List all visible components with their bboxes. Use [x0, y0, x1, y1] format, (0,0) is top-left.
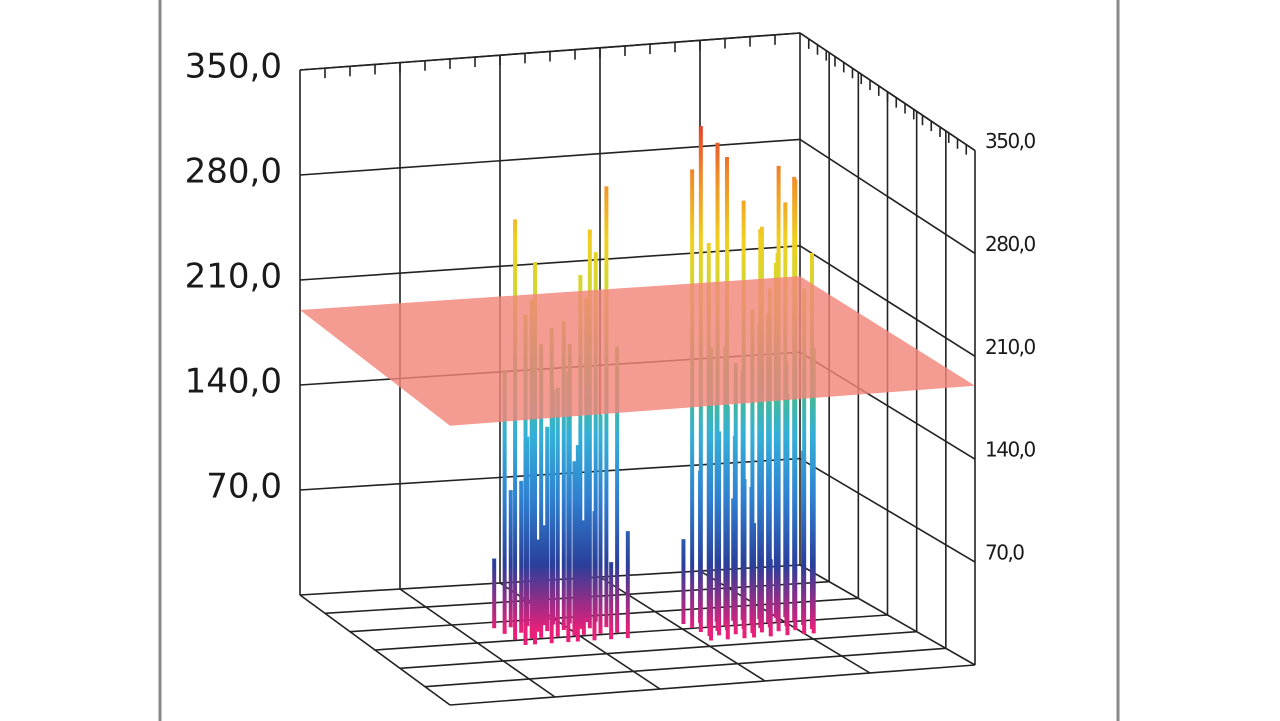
floor-line [449, 664, 976, 706]
grid-line [799, 457, 976, 563]
floor-line [399, 630, 917, 670]
grid-line [799, 32, 976, 152]
y2-tick-label: 280,0 [985, 232, 1036, 256]
floor-line [349, 597, 859, 633]
y2-tick-label: 140,0 [985, 438, 1036, 462]
y-tick-label: 350,0 [185, 47, 282, 87]
threshold-plane [300, 276, 975, 426]
y-tick-label: 70,0 [206, 467, 282, 507]
grid-line [799, 245, 976, 357]
y-tick-label: 280,0 [185, 152, 282, 192]
y2-tick-label: 210,0 [985, 335, 1036, 359]
y-tick-label: 210,0 [185, 257, 282, 297]
grid-line [299, 32, 801, 71]
y-tick-label: 140,0 [185, 362, 282, 402]
grid-line [799, 138, 976, 255]
y2-tick-label: 350,0 [985, 129, 1036, 153]
floor-line [424, 647, 946, 688]
y2-tick-label: 70,0 [985, 541, 1024, 565]
